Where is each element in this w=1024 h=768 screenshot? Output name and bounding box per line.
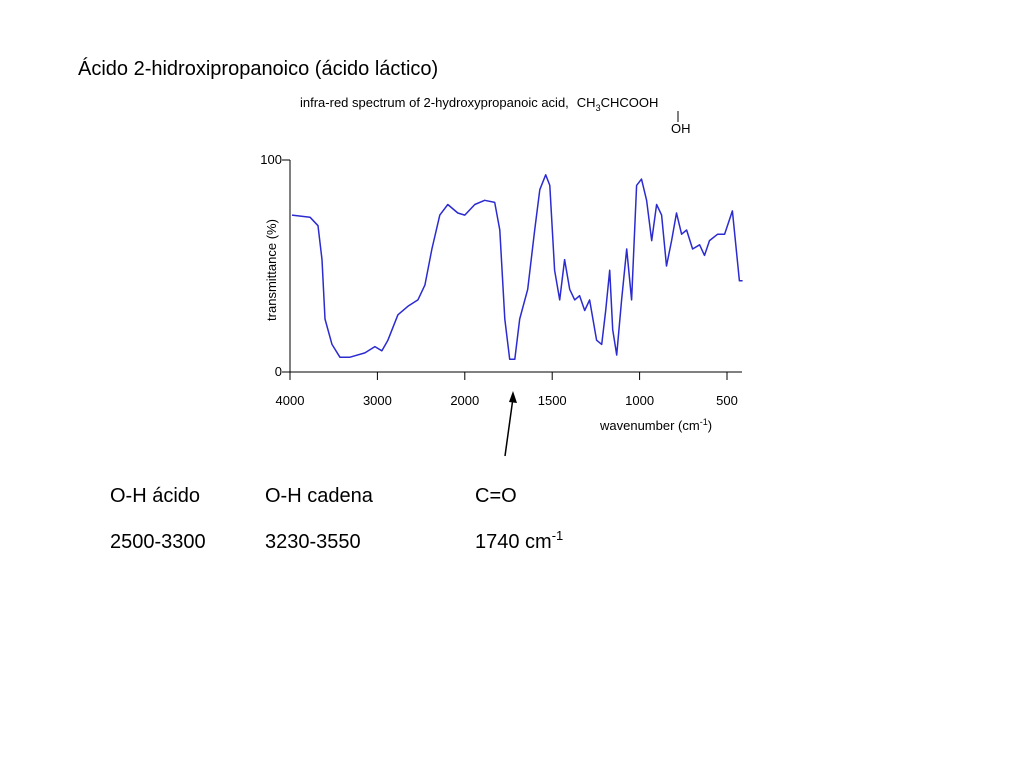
arrow (504, 397, 514, 457)
formula-sub: 3 (596, 103, 601, 113)
x-axis-label: wavenumber (cm-1) (599, 417, 712, 433)
x-label-sup: -1 (700, 417, 708, 427)
formula: CHCOOH (601, 95, 659, 110)
table-header: O-H ácido (110, 485, 200, 507)
table-cell: 2500-3300 (110, 531, 206, 553)
x-tick-label: 2000 (450, 393, 479, 408)
y-tick-label: 0 (275, 364, 282, 379)
chart-title: infra-red spectrum of 2-hydroxypropanoic… (300, 95, 658, 113)
y-tick-label: 100 (260, 152, 282, 167)
x-tick-label: 3000 (363, 393, 392, 408)
cell-sup: -1 (552, 528, 564, 543)
y-axis-label: transmittance (%) (264, 219, 279, 321)
table-header: C=O (475, 485, 517, 507)
title-text: infra-red spectrum of 2-hydroxypropanoic… (300, 95, 569, 110)
x-label-text: ) (708, 418, 712, 433)
cell-text: 1740 cm (475, 531, 552, 553)
x-tick-label: 4000 (276, 393, 305, 408)
x-tick-label: 1000 (625, 393, 654, 408)
table-header: O-H cadena (265, 485, 374, 507)
spectrum-line (291, 174, 743, 361)
table-cell: 3230-3550 (265, 531, 361, 553)
x-tick-label: 1500 (538, 393, 567, 408)
x-tick-label: 500 (716, 393, 738, 408)
slide-heading: Ácido 2-hidroxipropanoico (ácido láctico… (78, 57, 438, 80)
formula: CH (577, 95, 596, 110)
formula-branch: OH (671, 121, 691, 136)
x-label-text: wavenumber (cm (599, 418, 700, 433)
arrow-head (509, 391, 517, 403)
table-cell: 1740 cm-1 (475, 528, 563, 553)
